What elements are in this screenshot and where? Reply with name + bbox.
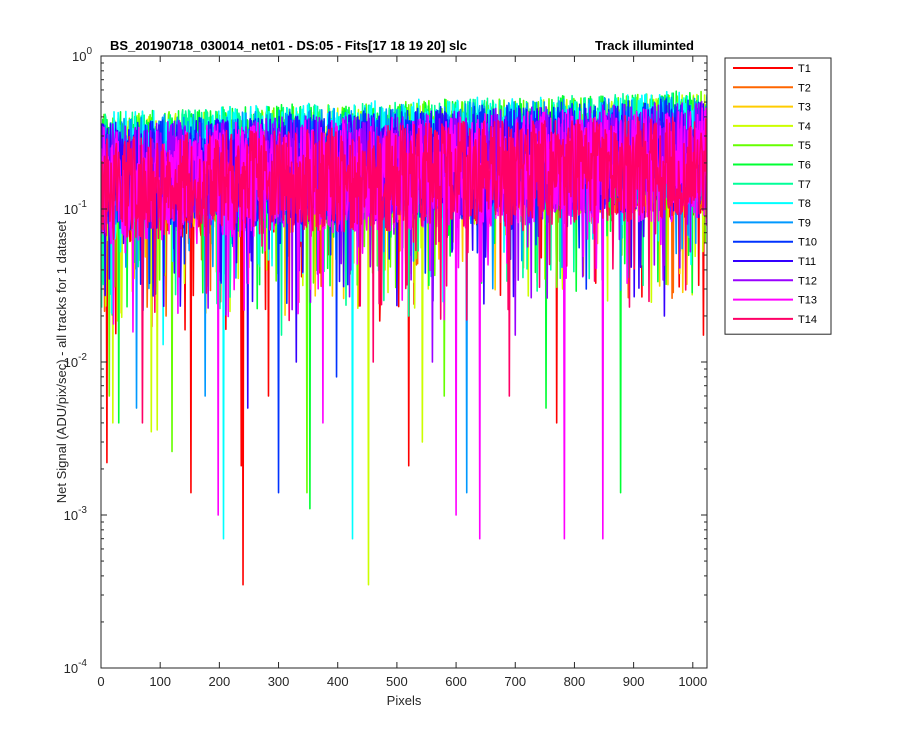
legend-label-t3: T3 <box>798 102 811 114</box>
legend-label-t9: T9 <box>798 217 811 229</box>
x-tick-label: 600 <box>445 674 467 689</box>
legend-label-t10: T10 <box>798 237 817 249</box>
x-tick-label: 500 <box>386 674 408 689</box>
x-tick-label: 700 <box>504 674 526 689</box>
legend-label-t2: T2 <box>798 82 811 94</box>
x-tick-label: 100 <box>149 674 171 689</box>
x-tick-label: 900 <box>623 674 645 689</box>
series-line-t14 <box>101 115 707 424</box>
x-tick-label: 0 <box>97 674 104 689</box>
legend-label-t11: T11 <box>798 256 816 268</box>
chart-title-right: Track illuminted <box>595 38 694 53</box>
x-axis-label: Pixels <box>387 693 422 708</box>
legend-label-t14: T14 <box>798 314 817 326</box>
x-tick-label: 400 <box>327 674 349 689</box>
y-tick-label: 10-4 <box>64 658 88 676</box>
y-tick-label: 100 <box>72 46 92 64</box>
legend-label-t8: T8 <box>798 198 811 210</box>
legend-box <box>724 57 832 335</box>
legend-label-t5: T5 <box>798 140 811 152</box>
legend: T1 T2 T3 T4 T5 T6 T7 T8 T9 T10 T11 T12 T13 T14 <box>724 57 832 335</box>
legend-label-t1: T1 <box>798 63 811 75</box>
x-tick-label: 200 <box>209 674 231 689</box>
y-tick-label: 10-3 <box>64 505 88 523</box>
y-tick-label: 10-1 <box>64 199 88 217</box>
legend-label-t6: T6 <box>798 160 811 172</box>
chart-title: BS_20190718_030014_net01 - DS:05 - Fits[… <box>110 38 467 53</box>
y-axis-label: Net Signal (ADU/pix/sec) - all tracks fo… <box>54 220 69 503</box>
legend-label-t13: T13 <box>798 295 817 307</box>
axes-group: 0 100 200 300 400 500 600 700 800 900 1000 10-4 10-3… <box>64 46 708 689</box>
plot-series-group <box>101 90 707 586</box>
x-tick-label: 800 <box>564 674 586 689</box>
y-tick-label: 10-2 <box>64 352 88 370</box>
legend-label-t4: T4 <box>798 121 811 133</box>
x-tick-label: 300 <box>268 674 290 689</box>
x-tick-label: 1000 <box>678 674 707 689</box>
legend-label-t7: T7 <box>798 179 811 191</box>
legend-label-t12: T12 <box>798 275 817 287</box>
